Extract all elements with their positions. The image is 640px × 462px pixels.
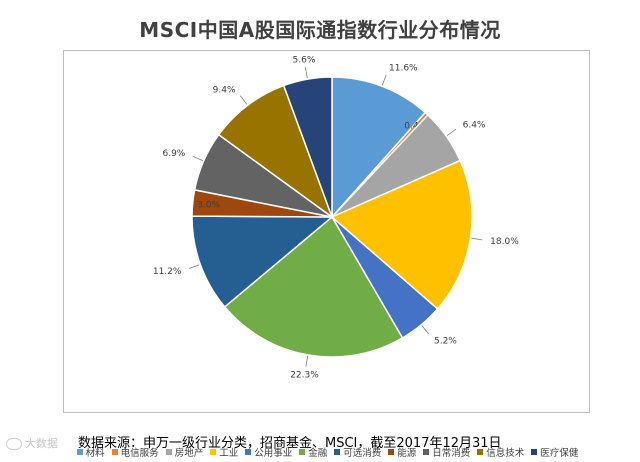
legend-item-5: 公用事业 — [245, 445, 292, 459]
legend-item-10: 信息技术 — [477, 445, 524, 459]
legend-item-2: 电信服务 — [111, 445, 159, 459]
watermark-logo-icon — [6, 438, 22, 450]
pie-slice-7 — [191, 215, 335, 308]
leader-line-5 — [421, 325, 430, 335]
leader-line-1 — [381, 74, 387, 86]
legend-label: 医疗保健 — [540, 448, 579, 459]
legend-label: 工业 — [219, 448, 239, 459]
legend-item-1: 材料 — [76, 445, 105, 459]
legend-label: 可选消费 — [343, 448, 382, 459]
legend-swatch-icon — [299, 449, 306, 455]
leader-line-11 — [305, 67, 308, 79]
legend-label: 金融 — [308, 448, 328, 459]
source-note: 数据来源：申万一级行业分类，招商基金、MSCI，截至2017年12月31日 — [78, 436, 502, 451]
legend-label: 信息技术 — [486, 448, 525, 459]
legend-swatch-icon — [76, 449, 83, 455]
legend-swatch-icon — [388, 449, 395, 455]
slice-label-11: 5.6% — [293, 55, 316, 65]
legend-swatch-icon — [531, 449, 538, 455]
leader-line-4 — [471, 237, 483, 241]
slice-label-1: 11.6% — [389, 64, 418, 74]
legend-swatch-icon — [245, 449, 252, 455]
legend-swatch-icon — [111, 449, 118, 455]
slice-label-4: 18.0% — [490, 237, 519, 247]
leader-line-9 — [192, 155, 203, 161]
legend-item-4: 工业 — [210, 445, 238, 459]
pie-slice-1 — [331, 76, 427, 219]
leader-line-6 — [305, 355, 309, 367]
legend-item-6: 金融 — [299, 445, 327, 459]
pie-slice-10 — [217, 84, 334, 220]
pie-chart: 11.6%0.4% 6.4%18.0%5.2%22.3%11.2%3.0%6.9%… — [153, 55, 519, 381]
watermark: 大数据 — [6, 435, 58, 451]
chart-title: MSCI中国A股国际通指数行业分布情况 — [139, 18, 501, 42]
leader-line-10 — [240, 95, 248, 105]
legend-swatch-icon — [334, 449, 341, 455]
chart-legend: 材料 电信服务 房地产 工业 公用事业 金融 可选消费 能源 日常消费 信息技术 医疗保健 — [64, 445, 591, 459]
legend-label: 公用事业 — [254, 448, 293, 459]
leader-line-7 — [188, 264, 200, 269]
legend-swatch-icon — [210, 449, 217, 455]
legend-item-11: 医疗保健 — [531, 445, 578, 459]
slice-label-7: 11.2% — [153, 267, 182, 277]
legend-item-8: 能源 — [388, 445, 416, 459]
legend-item-3: 房地产 — [165, 445, 204, 459]
legend-item-9: 日常消费 — [423, 445, 470, 459]
legend-label: 能源 — [397, 448, 417, 459]
slice-label-9: 6.9% — [162, 149, 185, 159]
slice-label-3: 6.4% — [463, 121, 486, 131]
watermark-text: 大数据 — [25, 437, 58, 450]
legend-label: 电信服务 — [120, 448, 159, 459]
legend-item-7: 可选消费 — [334, 445, 381, 459]
slice-label-10: 9.4% — [213, 85, 236, 95]
legend-swatch-icon — [423, 449, 430, 455]
slice-label-5: 5.2% — [434, 336, 457, 346]
legend-label: 房地产 — [174, 448, 204, 459]
chart-area: 11.6% 0.4% 6.4% 18.0% 5.2% 22.3% 11.2% 3.0% 6.9%… — [63, 50, 590, 459]
pie-slice-4 — [330, 159, 473, 310]
leader-line-3 — [446, 128, 457, 136]
slice-label-8: 3.0% — [197, 201, 220, 211]
legend-label: 材料 — [85, 448, 105, 459]
legend-swatch-icon — [477, 449, 484, 455]
legend-label: 日常消费 — [432, 448, 471, 459]
pie-slice-6 — [223, 215, 404, 358]
legend-swatch-icon — [165, 449, 172, 455]
slice-label-6: 22.3% — [290, 371, 319, 381]
pie-slice-11 — [282, 76, 333, 218]
